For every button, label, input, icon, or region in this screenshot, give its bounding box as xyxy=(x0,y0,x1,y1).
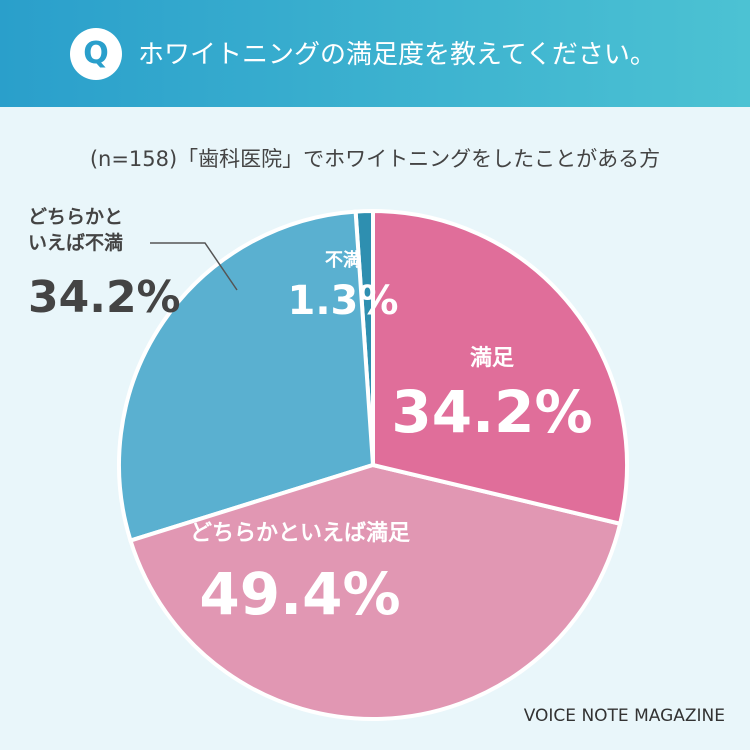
pie-slice xyxy=(371,208,629,527)
chart-title: (n=158)「歯科医院」でホワイトニングをしたことがある方 xyxy=(89,147,661,171)
footer: VOICE NOTE MAGAZINE xyxy=(523,706,725,726)
pie-slice xyxy=(117,209,376,544)
pie-slice xyxy=(127,462,623,721)
value-label: 49.4% xyxy=(199,560,401,628)
value-label: 34.2% xyxy=(391,378,593,446)
header-band: Q ホワイトニングの満足度を教えてください。 xyxy=(0,0,750,107)
category-label: 不満 xyxy=(325,250,361,271)
value-label: 34.2% xyxy=(28,272,181,323)
category-label: 満足 xyxy=(469,346,515,371)
question: ホワイトニングの満足度を教えてください。 xyxy=(138,40,656,70)
category-label: どちらかといえば満足 xyxy=(189,521,411,546)
badge: Q xyxy=(70,28,122,80)
category-label: どちらかといえば不満 xyxy=(28,206,124,254)
value-label: 1.3% xyxy=(287,278,399,324)
leader-line xyxy=(150,242,238,291)
